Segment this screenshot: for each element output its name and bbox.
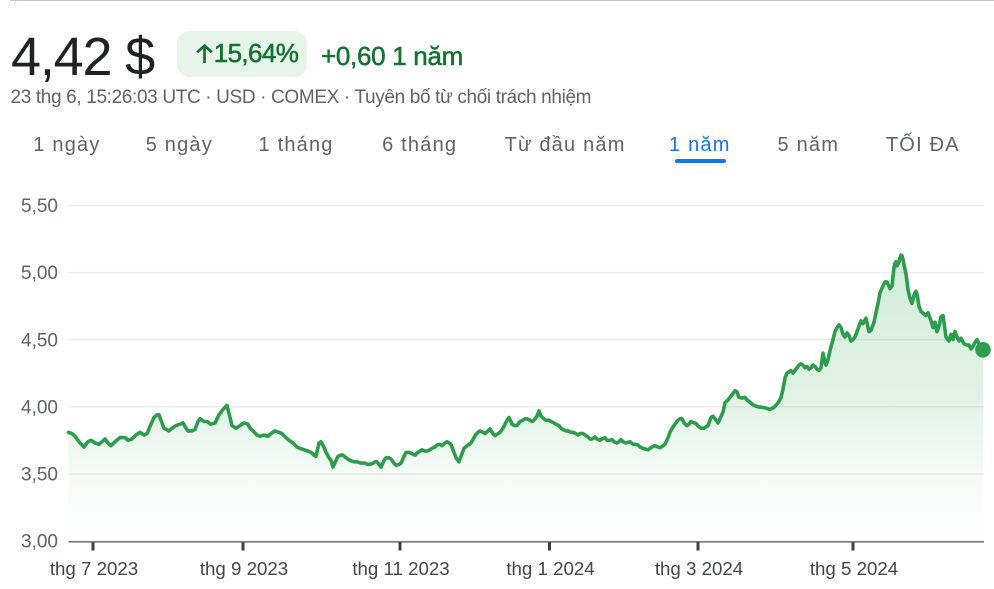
svg-text:thg 5 2024: thg 5 2024 <box>810 558 898 579</box>
svg-text:3,50: 3,50 <box>21 465 58 486</box>
svg-text:thg 11 2023: thg 11 2023 <box>352 558 449 579</box>
svg-text:thg 1 2024: thg 1 2024 <box>506 558 594 579</box>
svg-text:5,50: 5,50 <box>21 196 58 217</box>
svg-text:thg 3 2024: thg 3 2024 <box>655 558 743 579</box>
svg-text:thg 9 2023: thg 9 2023 <box>200 558 288 579</box>
svg-text:5,00: 5,00 <box>21 263 58 284</box>
svg-text:4,50: 4,50 <box>21 330 58 351</box>
svg-text:thg 7 2023: thg 7 2023 <box>50 558 138 579</box>
svg-text:4,00: 4,00 <box>21 397 58 418</box>
svg-text:3,00: 3,00 <box>21 532 58 553</box>
